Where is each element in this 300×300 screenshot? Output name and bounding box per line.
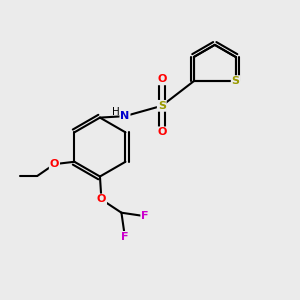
- Text: F: F: [121, 232, 128, 242]
- Text: S: S: [158, 101, 166, 111]
- Text: S: S: [232, 76, 240, 86]
- Text: N: N: [120, 111, 130, 121]
- Text: O: O: [157, 127, 167, 137]
- Text: O: O: [50, 159, 59, 169]
- Text: H: H: [112, 107, 120, 117]
- Text: F: F: [141, 211, 149, 221]
- Text: O: O: [97, 194, 106, 205]
- Text: O: O: [157, 74, 167, 84]
